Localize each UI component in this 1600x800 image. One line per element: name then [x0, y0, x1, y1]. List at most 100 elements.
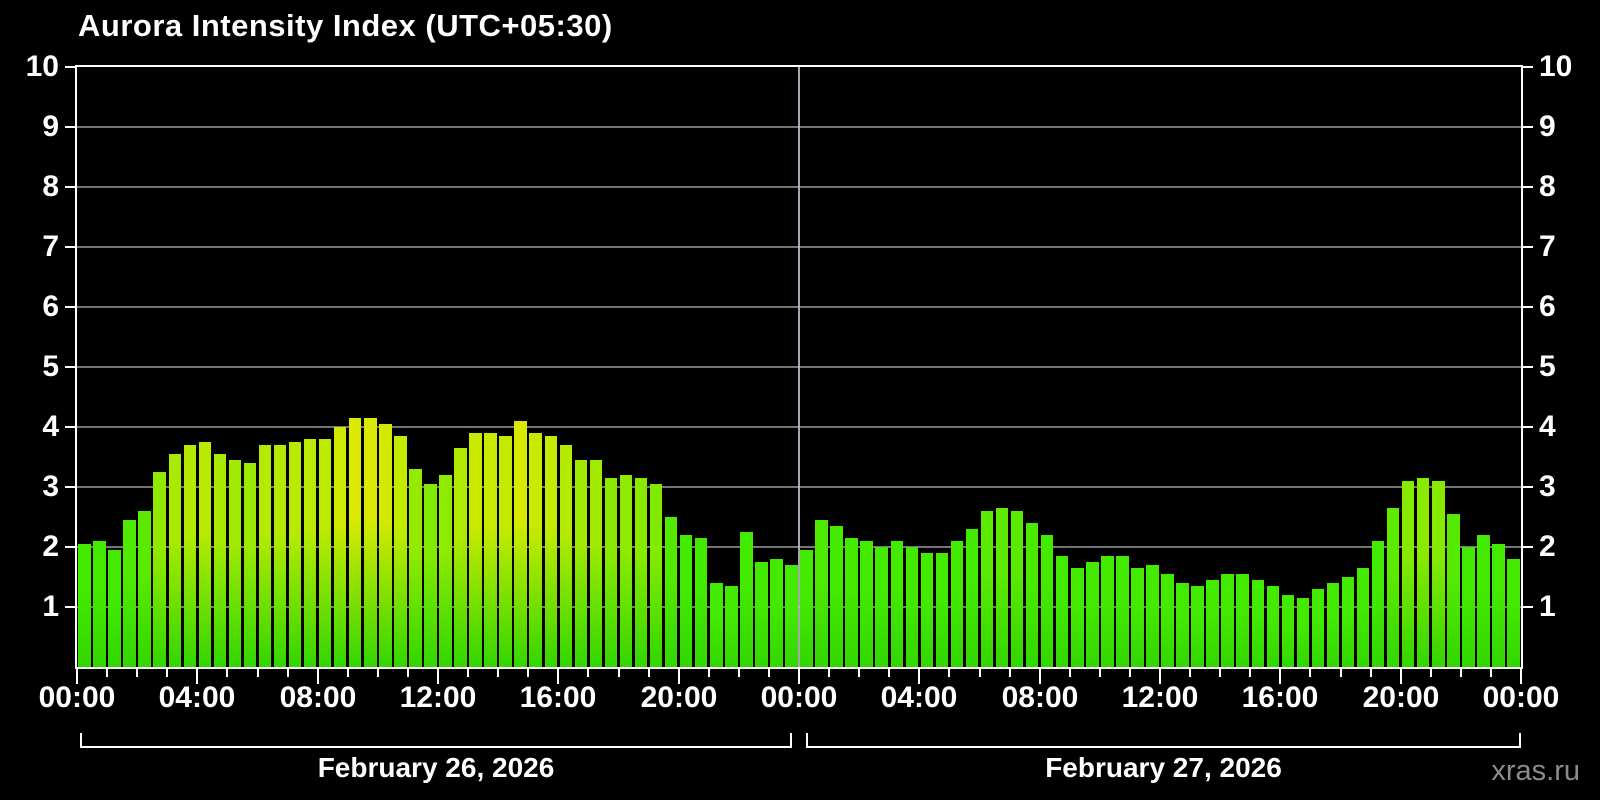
- aurora-bar: [379, 424, 392, 667]
- y-tick-left: [65, 246, 75, 248]
- aurora-bar: [1176, 583, 1189, 667]
- x-axis-label: 00:00: [38, 681, 116, 714]
- x-tick-minor: [286, 669, 289, 677]
- aurora-bar: [1146, 565, 1159, 667]
- y-tick-left: [65, 66, 75, 68]
- x-tick-major: [437, 669, 439, 684]
- aurora-bar: [905, 547, 919, 667]
- aurora-bar: [454, 448, 467, 667]
- y-tick-left: [65, 606, 75, 608]
- x-axis-label: 00:00: [1482, 681, 1560, 714]
- aurora-bar: [1266, 586, 1280, 667]
- x-axis-label: 08:00: [1001, 681, 1079, 714]
- x-tick-minor: [647, 669, 650, 677]
- aurora-bar: [935, 553, 949, 667]
- aurora-bar: [303, 439, 317, 667]
- plot-frame: [75, 65, 1523, 669]
- x-tick-major: [798, 669, 800, 684]
- aurora-bar: [860, 541, 873, 667]
- y-axis-label-left: 1: [42, 590, 59, 623]
- aurora-bar: [1101, 556, 1114, 667]
- aurora-bar: [815, 520, 828, 667]
- y-axis-label-right: 10: [1539, 50, 1573, 83]
- y-axis-label-right: 8: [1539, 170, 1556, 203]
- x-tick-major: [918, 669, 921, 684]
- x-tick-major: [1399, 669, 1402, 684]
- aurora-bar: [469, 433, 482, 667]
- x-tick-minor: [707, 669, 710, 677]
- aurora-bar: [1356, 568, 1370, 667]
- day-boundary-line: [798, 67, 800, 667]
- x-tick-minor: [1489, 669, 1492, 677]
- aurora-bar: [409, 469, 422, 667]
- aurora-bar: [1071, 568, 1084, 667]
- y-tick-left: [65, 546, 75, 548]
- aurora-bar: [1010, 511, 1024, 667]
- y-axis-label-left: 5: [42, 350, 59, 383]
- x-tick-minor: [136, 669, 139, 677]
- x-tick-minor: [587, 669, 590, 677]
- x-tick-minor: [1008, 669, 1011, 677]
- aurora-bar: [710, 583, 723, 667]
- x-tick-minor: [226, 669, 229, 677]
- x-axis-label: 12:00: [1121, 681, 1199, 714]
- aurora-bar: [348, 418, 362, 667]
- aurora-bar: [1311, 589, 1325, 667]
- plot-area: [77, 67, 1521, 667]
- aurora-bar: [634, 478, 648, 667]
- aurora-bar: [1281, 595, 1295, 667]
- aurora-bar: [1477, 535, 1490, 667]
- y-tick-right: [1523, 426, 1533, 428]
- aurora-bar: [1447, 514, 1460, 667]
- aurora-bar: [1236, 574, 1249, 667]
- aurora-bar: [243, 463, 257, 667]
- y-tick-right: [1523, 246, 1533, 248]
- aurora-bar: [845, 538, 858, 667]
- y-axis-label-left: 4: [42, 410, 59, 443]
- x-tick-minor: [828, 669, 831, 677]
- aurora-bar: [1296, 598, 1310, 667]
- y-axis-label-right: 1: [1539, 590, 1556, 623]
- aurora-bar: [1191, 586, 1204, 667]
- x-tick-minor: [1128, 669, 1131, 677]
- aurora-bar: [664, 517, 678, 667]
- aurora-bar: [153, 472, 166, 667]
- aurora-bar: [123, 520, 136, 667]
- x-tick-major: [316, 669, 319, 684]
- aurora-bar: [1040, 535, 1054, 667]
- x-axis-label: 20:00: [1362, 681, 1440, 714]
- aurora-bar: [1161, 574, 1174, 667]
- y-tick-right: [1523, 366, 1533, 368]
- date-label: February 27, 2026: [1045, 752, 1282, 783]
- aurora-bar: [1221, 574, 1234, 667]
- aurora-bar: [138, 511, 151, 667]
- x-tick-minor: [1309, 669, 1312, 677]
- x-tick-minor: [106, 669, 109, 677]
- date-bracket-end-tick: [80, 733, 82, 748]
- aurora-bar: [273, 445, 287, 667]
- aurora-bar: [830, 526, 843, 667]
- x-axis-label: 20:00: [640, 681, 718, 714]
- aurora-bar: [950, 541, 964, 667]
- aurora-bar: [213, 454, 227, 667]
- y-axis-label-left: 2: [42, 530, 59, 563]
- aurora-bar: [364, 418, 377, 667]
- y-tick-right: [1523, 306, 1533, 308]
- date-bracket-end-tick: [1519, 733, 1521, 748]
- aurora-bar: [1055, 556, 1069, 667]
- aurora-bar: [288, 442, 302, 667]
- y-tick-right: [1523, 186, 1533, 188]
- x-tick-major: [76, 669, 78, 684]
- aurora-bar: [183, 445, 197, 667]
- aurora-bar: [499, 436, 512, 667]
- aurora-bar: [574, 460, 588, 667]
- aurora-bar: [890, 541, 904, 667]
- x-tick-minor: [467, 669, 470, 677]
- x-tick-minor: [1369, 669, 1372, 677]
- x-tick-minor: [617, 669, 620, 677]
- y-tick-right: [1523, 126, 1533, 128]
- x-tick-minor: [346, 669, 349, 677]
- y-tick-right: [1523, 486, 1533, 488]
- aurora-bar: [228, 460, 242, 667]
